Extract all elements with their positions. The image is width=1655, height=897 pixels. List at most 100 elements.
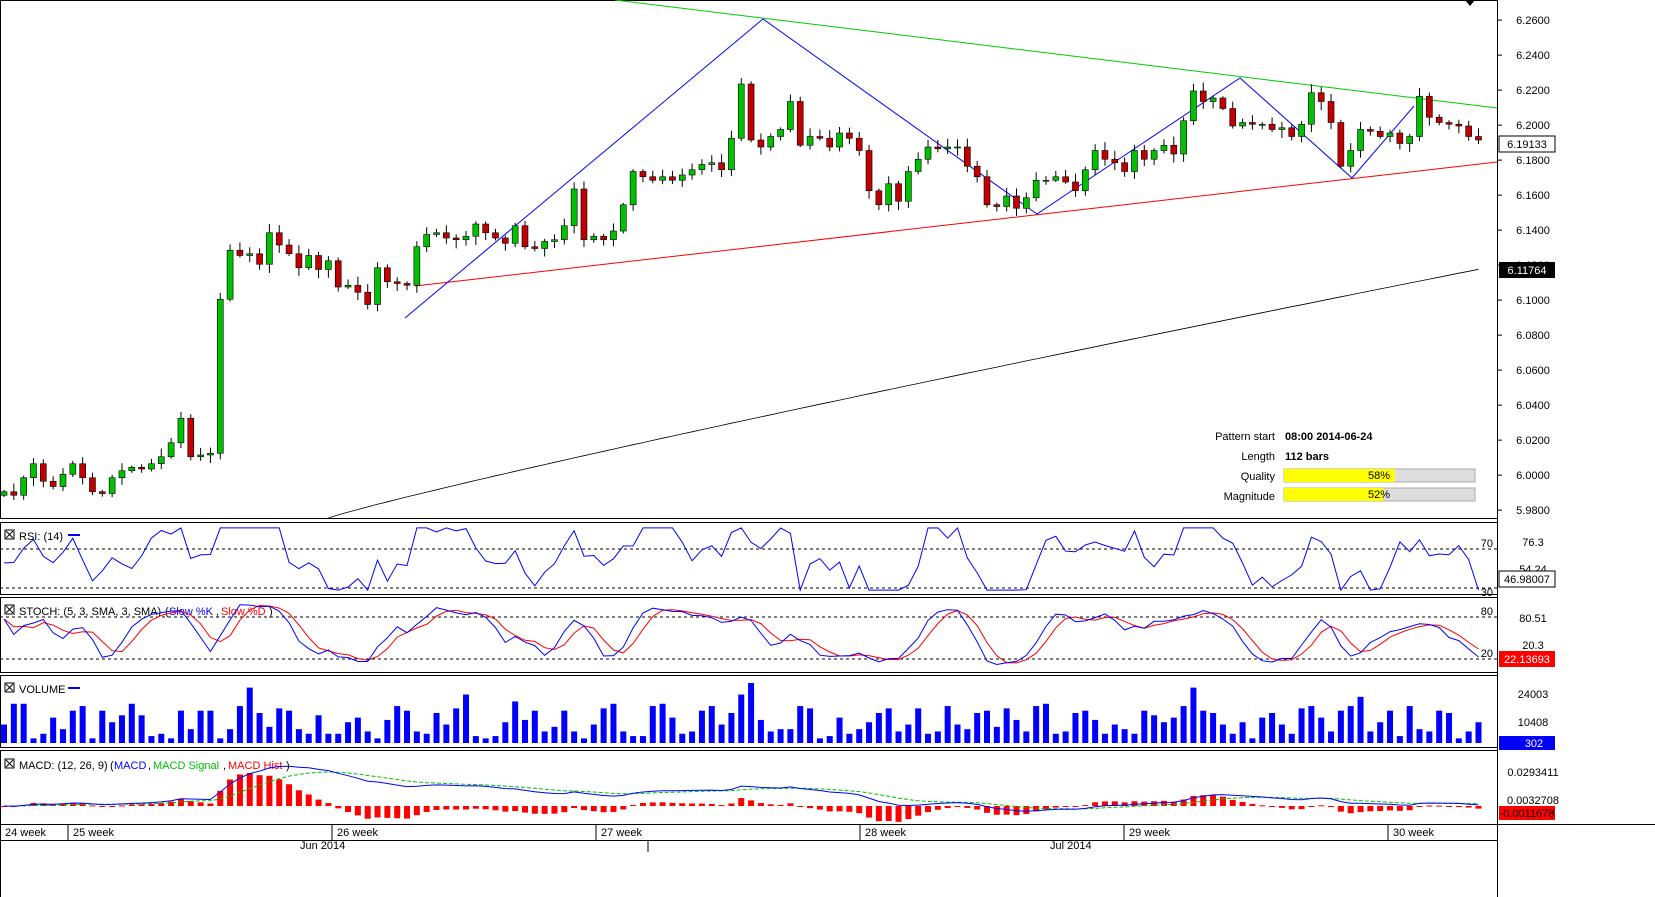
macd-hist-bar: [1416, 806, 1423, 807]
candle: [1072, 173, 1079, 197]
volume-bar: [246, 687, 253, 743]
macd-hist-bar: [689, 803, 696, 806]
candle: [216, 292, 224, 460]
candle: [1357, 121, 1364, 158]
candle: [40, 459, 47, 488]
macd-hist-bar: [807, 806, 814, 809]
candle: [1367, 126, 1374, 136]
volume-bar: [787, 729, 794, 743]
macd-hist-bar: [413, 806, 420, 816]
volume-bar: [492, 736, 499, 743]
week-label-28: 28 week: [865, 827, 906, 839]
macd-hist-bar: [1278, 806, 1285, 808]
candle: [393, 277, 401, 292]
candle: [1199, 82, 1207, 109]
candle: [128, 465, 136, 473]
candle: [1091, 144, 1099, 175]
candle: [472, 221, 480, 245]
macd-hist-bar: [1387, 806, 1394, 811]
macd-hist-bar: [345, 806, 352, 813]
price-tick-label: 6.0200: [1516, 435, 1550, 447]
volume-bar: [227, 729, 234, 743]
candle: [1023, 192, 1030, 214]
candle: [551, 234, 558, 248]
volume-bar: [748, 683, 755, 743]
rsi-level-30: 30: [1481, 587, 1493, 599]
stoch-current: 22.13693: [1504, 654, 1550, 666]
candle: [443, 225, 450, 244]
volume-bar: [20, 703, 27, 743]
candle: [1111, 150, 1119, 170]
pattern-trendlines: [414, 0, 1498, 287]
rsi-level-70: 70: [1481, 538, 1493, 550]
candle: [295, 245, 303, 276]
candle: [1042, 176, 1050, 185]
macd-hist-bar: [482, 806, 489, 810]
candle: [1268, 117, 1276, 133]
macd-hist-bar: [964, 806, 971, 808]
macd-hist-bar: [502, 806, 509, 812]
pattern-info: Pattern start 08:00 2014-06-24 Length 11…: [1215, 431, 1476, 503]
volume-bar: [1387, 710, 1394, 743]
candle: [482, 221, 489, 241]
candle: [1426, 92, 1433, 126]
candle: [698, 159, 706, 175]
candle: [49, 476, 57, 490]
macd-hist-bar: [1269, 806, 1276, 807]
volume-bar: [856, 729, 863, 743]
volume-bar: [453, 708, 460, 743]
macd-hist-bar: [118, 805, 125, 807]
candle: [806, 128, 814, 150]
volume-bar: [1367, 731, 1374, 743]
volume-bar: [816, 738, 823, 743]
candle: [374, 262, 381, 312]
macd-hist-bar: [236, 774, 243, 806]
candle: [10, 483, 18, 501]
macd-hist-bar: [541, 806, 548, 814]
volume-bar: [1210, 713, 1217, 743]
month-label-jun: Jun 2014: [300, 840, 345, 852]
volume-bar: [1455, 738, 1462, 743]
candle: [99, 489, 106, 497]
macd-hist-bar: [59, 803, 66, 806]
macd-hist-bar: [1239, 801, 1246, 806]
macd-hist-bar: [787, 803, 794, 806]
volume-bar: [69, 710, 76, 743]
candle: [1150, 148, 1158, 166]
macd-hist-bar: [993, 806, 1000, 815]
volume-bar: [807, 708, 814, 743]
candle: [1209, 95, 1217, 109]
candle: [1190, 83, 1197, 125]
macd-hist-bar: [836, 806, 843, 812]
volume-bar: [777, 729, 784, 743]
candle: [384, 264, 391, 288]
volume-bar: [1347, 706, 1354, 743]
candle: [796, 96, 804, 148]
candle: [855, 132, 863, 156]
volume-bar: [1062, 731, 1069, 743]
candle: [148, 458, 155, 472]
macd-hist-bar: [1052, 806, 1059, 808]
volume-bar: [1269, 713, 1276, 743]
volume-bar: [836, 717, 843, 743]
candle: [59, 468, 67, 491]
volume-bar: [895, 731, 902, 743]
macd-hist-bar: [669, 802, 676, 806]
volume-bar: [10, 703, 17, 743]
macd-hist-bar: [187, 800, 194, 806]
volume-panel: VOLUME 24003 10408 302: [1, 682, 1555, 750]
stoch-level-80: 80: [1481, 606, 1493, 618]
volume-bar: [502, 722, 509, 743]
macd-hist-bar: [79, 803, 86, 806]
stoch-scale-high: 80.51: [1519, 613, 1547, 625]
candle: [669, 170, 676, 184]
volume-bar: [669, 717, 676, 743]
candle: [502, 235, 509, 251]
macd-label: MACD: (12, 26, 9): [19, 760, 108, 772]
volume-bar: [305, 733, 312, 743]
candle: [1347, 143, 1355, 173]
volume-bar: [1052, 733, 1059, 743]
candle: [157, 448, 165, 469]
candle: [570, 182, 578, 234]
candle: [1140, 145, 1148, 167]
